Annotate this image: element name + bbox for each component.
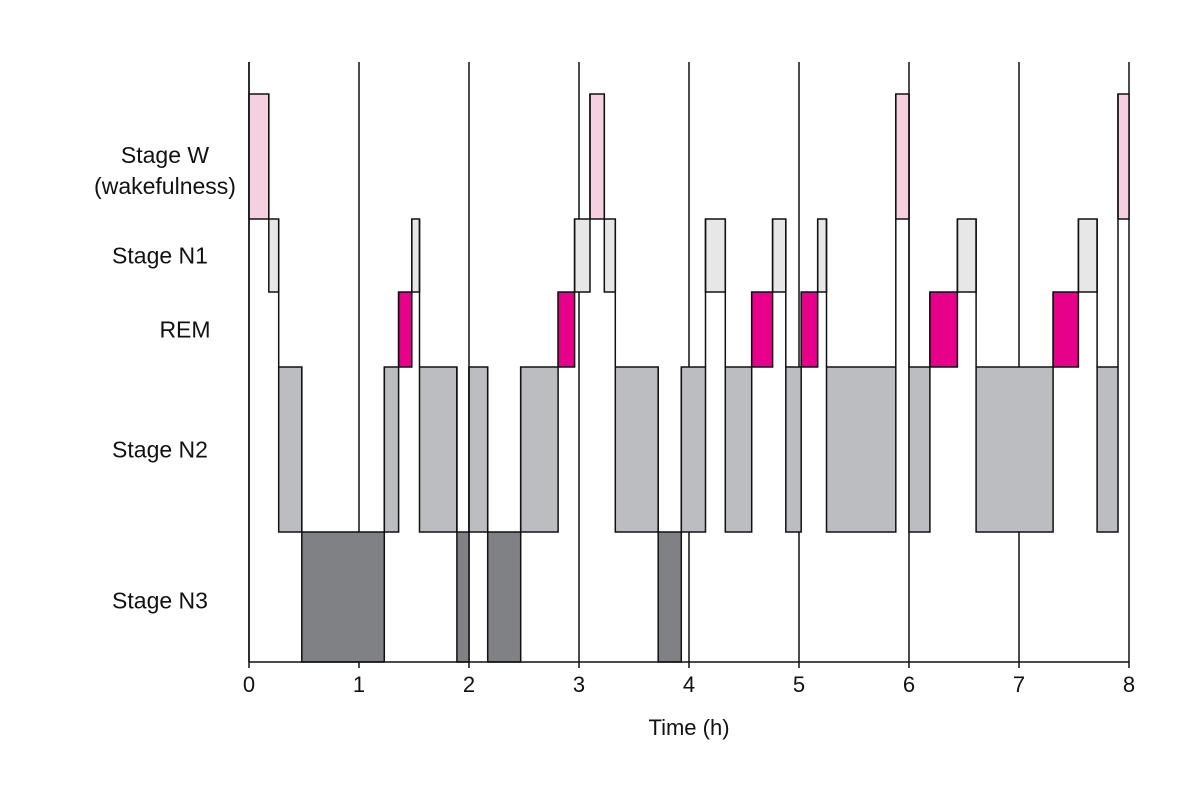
stage-segment bbox=[929, 291, 959, 368]
x-tick-label: 7 bbox=[1013, 672, 1025, 697]
stage-segment bbox=[418, 366, 458, 533]
stage-segment bbox=[397, 291, 413, 368]
stage-segment bbox=[975, 366, 1054, 533]
x-tick-label: 6 bbox=[903, 672, 915, 697]
stage-segment bbox=[1052, 291, 1080, 368]
stage-segment bbox=[456, 531, 470, 663]
stage-segment bbox=[589, 93, 606, 220]
x-tick-label: 3 bbox=[573, 672, 585, 697]
stage-segment bbox=[800, 291, 819, 368]
y-stage-label: Stage N2 bbox=[112, 436, 208, 462]
stage-segment bbox=[383, 366, 400, 533]
y-stage-label: Stage W (wakefulness) bbox=[94, 141, 236, 199]
stage-segment bbox=[277, 366, 303, 533]
x-tick-label: 2 bbox=[463, 672, 475, 697]
y-stage-label: Stage N3 bbox=[112, 587, 208, 614]
stage-segment bbox=[785, 366, 802, 533]
stage-segment bbox=[895, 93, 910, 220]
x-tick-label: 4 bbox=[683, 672, 695, 697]
stage-segment bbox=[750, 291, 774, 368]
stage-segment bbox=[771, 218, 787, 293]
x-tick-label: 0 bbox=[243, 672, 255, 697]
stage-segment bbox=[657, 531, 683, 663]
stage-segment bbox=[724, 366, 753, 533]
stage-segment bbox=[486, 531, 522, 663]
y-stage-label: REM bbox=[159, 316, 211, 342]
stage-segment bbox=[557, 291, 576, 368]
stage-segment bbox=[816, 218, 828, 293]
y-stage-label: Stage N1 bbox=[112, 242, 208, 268]
stage-segment bbox=[614, 366, 659, 533]
stage-segment bbox=[268, 218, 280, 293]
stage-segment bbox=[956, 218, 977, 293]
stage-segment bbox=[519, 366, 559, 533]
stage-segment bbox=[1117, 93, 1130, 220]
stage-segment bbox=[301, 531, 386, 663]
stage-segment bbox=[1077, 218, 1098, 293]
stage-segment bbox=[411, 218, 421, 293]
stage-segment bbox=[680, 366, 707, 533]
stage-segment bbox=[468, 366, 489, 533]
x-axis-label: Time (h) bbox=[648, 715, 729, 740]
x-tick-label: 5 bbox=[793, 672, 805, 697]
stage-segment bbox=[603, 218, 617, 293]
stage-segment bbox=[825, 366, 897, 533]
stage-segment bbox=[908, 366, 931, 533]
stage-segment bbox=[573, 218, 591, 293]
stage-segment bbox=[1096, 366, 1119, 533]
x-tick-label: 8 bbox=[1123, 672, 1135, 697]
stage-segment bbox=[704, 218, 727, 293]
x-tick-label: 1 bbox=[353, 672, 365, 697]
